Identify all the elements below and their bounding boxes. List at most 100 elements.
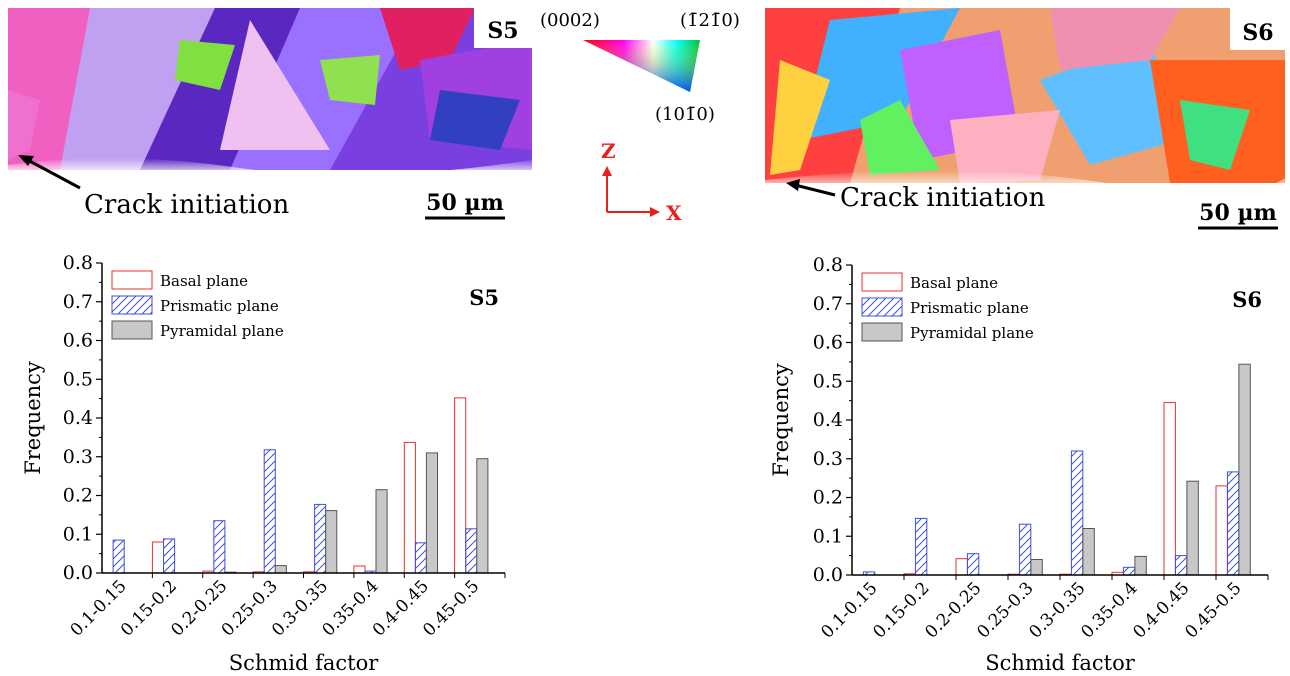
crack-annotation-s6: Crack initiation: [786, 179, 1045, 213]
bar-prismatic-2: [966, 553, 980, 576]
ipf-label-1210: (1̄21̄0): [680, 10, 740, 31]
y-tick-label: 0.8: [63, 252, 93, 274]
legend-label-prismatic: Prismatic plane: [160, 297, 279, 315]
bar-basal-5: [353, 565, 366, 574]
legend-label-basal: Basal plane: [160, 272, 248, 290]
histogram-s5: 0.00.10.20.30.40.50.60.70.80.1-0.150.15-…: [21, 252, 506, 675]
bar-basal-7: [1215, 485, 1228, 576]
ebsd-map-s6: S6: [765, 8, 1285, 193]
legend-swatch-basal: [111, 270, 153, 290]
bar-prismatic-3: [263, 449, 276, 574]
x-category-label: 0.15-0.2: [869, 578, 933, 642]
scale-bar-s6: 50 µm: [1198, 200, 1278, 230]
panel-label: S6: [1232, 287, 1262, 312]
axis-letter-x: X: [666, 201, 682, 225]
bar-pyramidal-6: [1186, 480, 1199, 576]
scale-label-s5: 50 µm: [426, 190, 504, 216]
bar-prismatic-7: [1226, 471, 1240, 576]
y-tick-label: 0.6: [813, 332, 843, 354]
bar-prismatic-6: [1174, 555, 1188, 576]
y-axis-title: Frequency: [769, 363, 793, 477]
bar-pyramidal-7: [1238, 363, 1251, 576]
ipf-label-1010: (101̄0): [655, 104, 715, 125]
ipf-color-key: (0002) (1̄21̄0) (101̄0): [540, 10, 740, 125]
crack-annotation-s5: Crack initiation: [18, 155, 289, 220]
bar-pyramidal-3: [1030, 559, 1043, 576]
legend-swatch-pyramidal: [111, 320, 153, 340]
x-category-label: 0.1-0.15: [817, 578, 881, 642]
bar-pyramidal-4: [325, 510, 338, 574]
bar-prismatic-3: [1018, 523, 1032, 576]
axis-letter-z: Z: [601, 139, 616, 163]
y-tick-label: 0.5: [63, 368, 93, 390]
x-category-label: 0.2-0.25: [921, 578, 985, 642]
bar-basal-6: [1163, 402, 1176, 576]
bar-pyramidal-5: [1134, 555, 1147, 576]
crack-label-s6: Crack initiation: [840, 183, 1045, 213]
bar-prismatic-1: [914, 517, 928, 576]
y-tick-label: 0.0: [813, 564, 843, 586]
x-axis-title: Schmid factor: [985, 651, 1136, 675]
y-tick-label: 0.2: [63, 485, 93, 507]
sample-axes-indicator: Z X: [601, 139, 682, 225]
bar-prismatic-4: [314, 503, 327, 574]
y-axis-title: Frequency: [21, 361, 45, 475]
crack-arrow-s5: [23, 156, 81, 190]
y-tick-label: 0.4: [63, 407, 93, 429]
bar-prismatic-0: [112, 539, 125, 574]
legend-label-basal: Basal plane: [910, 274, 998, 292]
y-tick-label: 0.3: [63, 446, 93, 468]
histogram-s6: 0.0 0.1 0.2 0.3 0.4 0.5 0.6 0.7 0.8 0.1-0.150.15-…: [769, 254, 1269, 675]
x-category-label: 0.35-0.4: [1077, 578, 1141, 642]
panel-label: S5: [469, 285, 499, 310]
legend-swatch-basal: [861, 272, 903, 292]
bar-prismatic-7: [465, 528, 478, 574]
map-label-s6: S6: [1242, 20, 1273, 46]
y-tick-label: 0.4: [813, 409, 843, 431]
x-category-label: 0.3-0.35: [1025, 578, 1089, 642]
crack-arrow-s6: [794, 183, 836, 197]
y-tick-label: 0.8: [813, 254, 843, 276]
bar-prismatic-4: [1070, 450, 1084, 576]
bar-prismatic-5: [1122, 566, 1136, 576]
bar-basal-2: [955, 558, 968, 576]
bar-pyramidal-6: [425, 452, 438, 574]
legend-label-pyramidal: Pyramidal plane: [910, 324, 1034, 342]
ipf-label-basal: (0002): [540, 10, 600, 31]
y-tick-label: 0.7: [813, 293, 843, 315]
bar-basal-1: [151, 541, 164, 574]
x-category-label: 0.4-0.45: [1129, 578, 1193, 642]
legend-swatch-pyramidal: [861, 322, 903, 342]
ebsd-map-s5: S5: [8, 8, 532, 176]
bar-pyramidal-4: [1082, 528, 1095, 576]
bar-basal-7: [454, 397, 467, 574]
x-category-label: 0.25-0.3: [973, 578, 1037, 642]
y-tick-label: 0.6: [63, 330, 93, 352]
bar-pyramidal-3: [274, 565, 287, 574]
bar-prismatic-1: [163, 538, 176, 574]
y-tick-label: 0.2: [813, 487, 843, 509]
map-label-s5: S5: [487, 18, 518, 44]
legend-swatch-prismatic: [861, 297, 903, 317]
bar-pyramidal-7: [476, 458, 489, 574]
bar-prismatic-2: [213, 520, 226, 574]
y-tick-label: 0.7: [63, 291, 93, 313]
x-category-label: 0.45-0.5: [419, 576, 483, 640]
bar-basal-6: [403, 441, 416, 574]
y-tick-label: 0.0: [63, 562, 93, 584]
y-tick-label: 0.3: [813, 448, 843, 470]
scale-bar-s5: 50 µm: [425, 190, 505, 220]
bar-pyramidal-5: [375, 489, 388, 574]
x-category-label: 0.45-0.5: [1181, 578, 1245, 642]
scale-label-s6: 50 µm: [1199, 200, 1277, 226]
crack-label-s5: Crack initiation: [84, 190, 289, 220]
legend-label-prismatic: Prismatic plane: [910, 299, 1029, 317]
bar-prismatic-6: [414, 542, 427, 574]
legend-label-pyramidal: Pyramidal plane: [160, 322, 284, 340]
y-tick-label: 0.1: [813, 525, 843, 547]
y-tick-label: 0.5: [813, 370, 843, 392]
legend-swatch-prismatic: [111, 295, 153, 315]
x-axis-title: Schmid factor: [229, 651, 380, 675]
y-tick-label: 0.1: [63, 523, 93, 545]
